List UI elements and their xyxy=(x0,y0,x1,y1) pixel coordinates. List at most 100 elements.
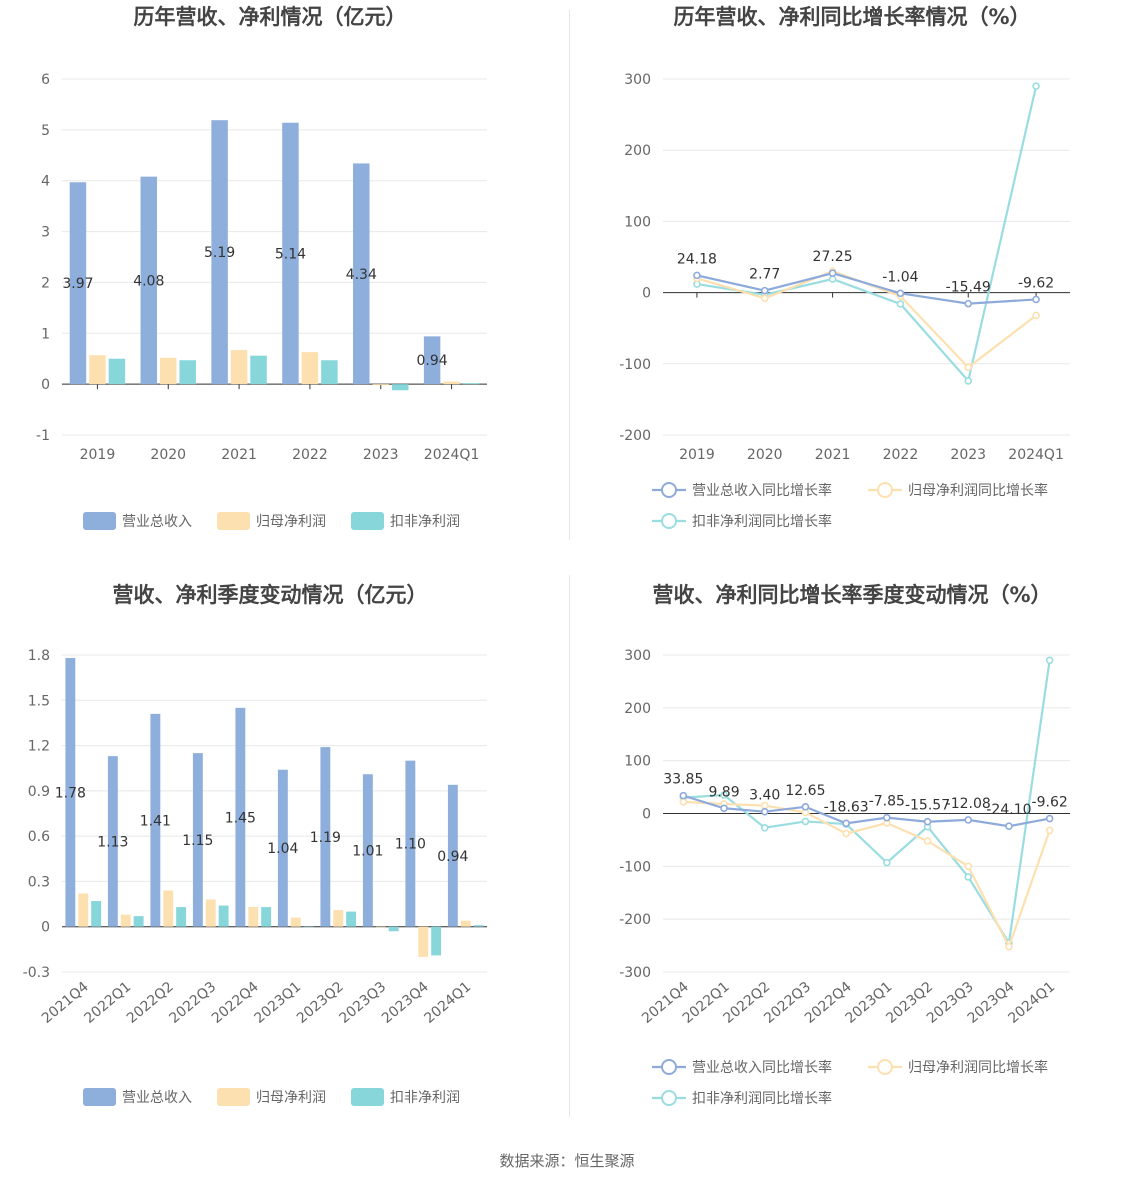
legend-swatch xyxy=(351,1088,384,1106)
y-tick-label: 4 xyxy=(41,174,50,190)
bar-deducted-profit xyxy=(303,926,314,928)
bar-deducted-profit xyxy=(321,360,338,385)
bar-revenue xyxy=(353,163,370,385)
series-line-revenue-growth xyxy=(696,272,1037,305)
x-tick-label: 2020 xyxy=(150,447,186,463)
bar-net-profit xyxy=(248,907,259,927)
y-tick-label: 0 xyxy=(41,920,50,936)
legend-marker xyxy=(877,482,893,498)
bar-data-label: 3.97 xyxy=(62,276,93,292)
bar-revenue xyxy=(107,756,118,927)
x-tick-label: 2024Q1 xyxy=(421,979,474,1027)
bar-deducted-profit xyxy=(176,907,187,927)
bar-revenue xyxy=(423,336,441,385)
series-point-revenue-growth xyxy=(1005,822,1013,831)
y-tick-label: 1.2 xyxy=(28,739,50,755)
bar-deducted-profit xyxy=(346,911,357,927)
series-point-net-profit-growth xyxy=(964,363,973,372)
bar-net-profit xyxy=(290,917,301,927)
bar-revenue xyxy=(320,747,331,927)
divider-top xyxy=(569,10,570,540)
bar-revenue xyxy=(192,753,203,927)
series-point-revenue-growth xyxy=(693,271,701,280)
bar-deducted-profit xyxy=(473,925,484,927)
bar-revenue xyxy=(277,769,288,927)
bar-net-profit xyxy=(163,890,174,927)
x-tick-label: 2023 xyxy=(950,447,986,463)
series-point-deducted-profit-growth xyxy=(896,300,905,308)
bar-deducted-profit xyxy=(179,360,196,385)
series-point-revenue-growth xyxy=(679,791,688,800)
y-tick-label: 1.5 xyxy=(28,693,50,709)
y-tick-label: 1 xyxy=(41,326,50,342)
bar-deducted-profit xyxy=(391,384,409,391)
bar-deducted-profit xyxy=(218,905,229,927)
legend-label: 营业总收入 xyxy=(122,1090,192,1106)
y-tick-label: -0.3 xyxy=(23,965,50,981)
bar-revenue xyxy=(150,713,161,927)
line-data-label: -15.49 xyxy=(946,280,991,296)
y-tick-label: 0 xyxy=(642,286,651,302)
legend-label: 营业总收入同比增长率 xyxy=(692,1059,832,1076)
divider-bottom xyxy=(569,575,570,1117)
bar-net-profit xyxy=(375,926,386,928)
legend-label: 归母净利润同比增长率 xyxy=(908,482,1048,499)
y-tick-label: 0.9 xyxy=(28,784,50,800)
series-point-net-profit-growth xyxy=(760,294,769,303)
chart-title: 营收、净利同比增长率季度变动情况（%） xyxy=(652,583,1051,607)
line-data-label: 27.25 xyxy=(813,249,853,265)
bar-data-label: 0.94 xyxy=(437,849,468,865)
legend-swatch xyxy=(217,512,250,530)
bar-data-label: 1.41 xyxy=(140,813,171,829)
series-point-deducted-profit-growth xyxy=(720,791,728,799)
quarterly-revenue-profit-chart: 营收、净利季度变动情况（亿元） 1.8 1.5 1.2 0.9 0.6 0.3 0 -0.3 20… xyxy=(0,570,567,1140)
series-line-revenue-growth xyxy=(683,794,1050,828)
bar-revenue xyxy=(140,176,158,385)
y-tick-label: 1.8 xyxy=(28,648,50,664)
bar-net-profit xyxy=(120,914,131,927)
series-line-deducted-profit-growth xyxy=(683,660,1051,947)
series-point-revenue-growth xyxy=(964,816,973,824)
x-tick-label: 2022Q4 xyxy=(209,979,262,1027)
bar-deducted-profit xyxy=(91,901,102,927)
x-tick-label: 2024Q1 xyxy=(424,447,480,463)
legend-label: 归母净利润 xyxy=(256,1089,326,1106)
data-source-note: 数据来源：恒生聚源 xyxy=(499,1152,635,1170)
series-line-net-profit-growth xyxy=(683,800,1051,950)
series-line-deducted-profit-growth xyxy=(696,85,1038,384)
bar-deducted-profit xyxy=(462,383,480,385)
legend-label: 归母净利润同比增长率 xyxy=(908,1059,1048,1076)
quarterly-growth-rate-svg: 营收、净利同比增长率季度变动情况（%） 300 200 100 0 -100 -200 -30… xyxy=(619,583,1070,1107)
y-tick-label: 100 xyxy=(624,754,651,770)
annual-revenue-profit-chart: 历年营收、净利情况（亿元） 6 5 4 3 2 1 0 -1 2019 2020 2021 2022 20… xyxy=(0,0,567,560)
bar-revenue xyxy=(235,707,246,927)
line-data-label: -12.08 xyxy=(946,796,991,812)
series-point-revenue-growth xyxy=(842,819,850,828)
line-data-label: 12.65 xyxy=(785,783,825,799)
line-data-label: 2.77 xyxy=(749,267,780,283)
series-point-deducted-profit-growth xyxy=(801,817,810,826)
legend-marker xyxy=(661,1059,677,1075)
legend-label: 扣非净利润 xyxy=(390,1090,460,1106)
bar-net-profit xyxy=(160,357,177,385)
x-tick-label: 2024Q1 xyxy=(1005,979,1058,1027)
y-tick-label: 200 xyxy=(624,143,651,159)
y-tick-label: 0.3 xyxy=(28,874,50,890)
bar-deducted-profit xyxy=(431,926,442,956)
bar-data-label: 1.19 xyxy=(310,830,341,846)
bar-data-label: 1.10 xyxy=(395,837,426,853)
line-data-label: 3.40 xyxy=(749,788,780,804)
y-tick-label: -200 xyxy=(619,428,651,444)
series-point-net-profit-growth xyxy=(842,829,850,838)
series-point-deducted-profit-growth xyxy=(1032,82,1040,90)
legend-label: 归母净利润 xyxy=(256,513,326,530)
legend-swatch xyxy=(83,512,116,530)
series-point-deducted-profit-growth xyxy=(760,823,769,832)
x-tick-label: 2024Q1 xyxy=(1008,447,1064,463)
y-tick-label: 300 xyxy=(624,72,651,88)
bar-revenue xyxy=(211,120,228,385)
bar-net-profit xyxy=(89,355,106,385)
line-data-label: -1.04 xyxy=(882,269,918,285)
legend-label: 扣非净利润同比增长率 xyxy=(692,1090,832,1107)
chart-title: 营收、净利季度变动情况（亿元） xyxy=(113,583,428,607)
